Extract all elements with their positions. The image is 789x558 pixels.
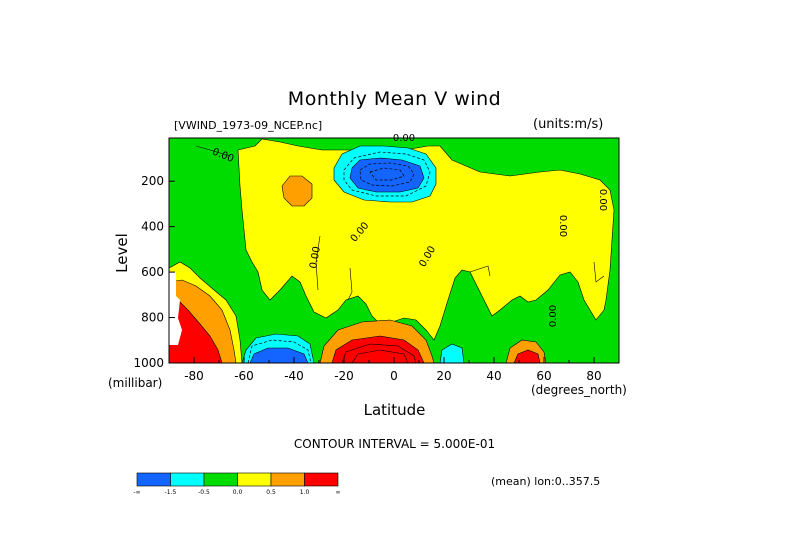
colorbar-label-3: 0.0 [233, 489, 243, 496]
colorbar-swatch-2 [203, 472, 238, 487]
contour-fill-layer [169, 138, 619, 363]
x-tick-label-5: 20 [436, 369, 451, 383]
tick-label-layer: -80 -60 -40 -20 0 20 40 60 80 200 400 600 800 1000 [133, 174, 601, 383]
dataset-label: [VWIND_1973-09_NCEP.nc] [174, 119, 323, 132]
region-red-right [513, 349, 541, 363]
region-cyan-small [439, 343, 465, 363]
contour-interval: CONTOUR INTERVAL = 5.000E-01 [293, 437, 496, 451]
colorbar-label-0: -∞ [133, 489, 140, 496]
x-tick-label-7: 60 [536, 369, 551, 383]
contour-label-7: 0.00 [548, 305, 559, 327]
x-tick-label-2: -40 [284, 369, 304, 383]
mean-lon-note: (mean) lon:0..357.5 [491, 475, 601, 488]
colorbar-swatch-1 [170, 472, 205, 487]
x-tick-label-6: 40 [486, 369, 501, 383]
colorbar-swatch-5 [304, 472, 339, 487]
contour-label-5: 0.00 [557, 215, 568, 237]
tick-layer [168, 180, 620, 364]
zero-contours [195, 145, 605, 301]
y-axis-unit: (millibar) [108, 376, 163, 390]
contour-label-6: 0.00 [597, 189, 608, 211]
x-tick-label-8: 80 [586, 369, 601, 383]
colorbar-swatch-4 [270, 472, 305, 487]
y-tick-label-4: 1000 [133, 356, 164, 370]
x-axis-unit: (degrees_north) [531, 383, 627, 397]
x-tick-label-0: -80 [184, 369, 204, 383]
colorbar: -∞ -1.5 -0.5 0.0 0.5 1.0 ∞ [133, 472, 341, 496]
colorbar-label-6: ∞ [336, 489, 341, 496]
contour-label-0: 0.00 [393, 133, 415, 144]
x-tick-label-3: -20 [334, 369, 354, 383]
region-missing [169, 272, 182, 345]
colorbar-label-4: 0.5 [266, 489, 276, 496]
chart-title: Monthly Mean V wind [287, 88, 502, 110]
x-tick-label-1: -60 [234, 369, 254, 383]
y-tick-label-0: 200 [141, 174, 164, 188]
colorbar-label-1: -1.5 [165, 489, 177, 496]
colorbar-swatch-0 [136, 472, 171, 487]
region-red-lower [331, 335, 425, 363]
region-yellow-main [237, 138, 615, 341]
contour-label-2: 0.00 [308, 246, 323, 270]
region-orange-upper [281, 175, 313, 207]
y-tick-label-3: 800 [141, 311, 164, 325]
x-tick-label-4: 0 [390, 369, 398, 383]
colorbar-label-2: -0.5 [198, 489, 210, 496]
colorbar-swatch-3 [237, 472, 272, 487]
units-label: (units:m/s) [533, 117, 604, 132]
y-tick-label-1: 400 [141, 220, 164, 234]
y-tick-label-2: 600 [141, 265, 164, 279]
x-axis-title: Latitude [363, 401, 426, 419]
red-inner-contours [341, 343, 417, 363]
colorbar-label-5: 1.0 [300, 489, 310, 496]
dashed-contours [343, 151, 431, 197]
region-red-left [169, 295, 223, 363]
